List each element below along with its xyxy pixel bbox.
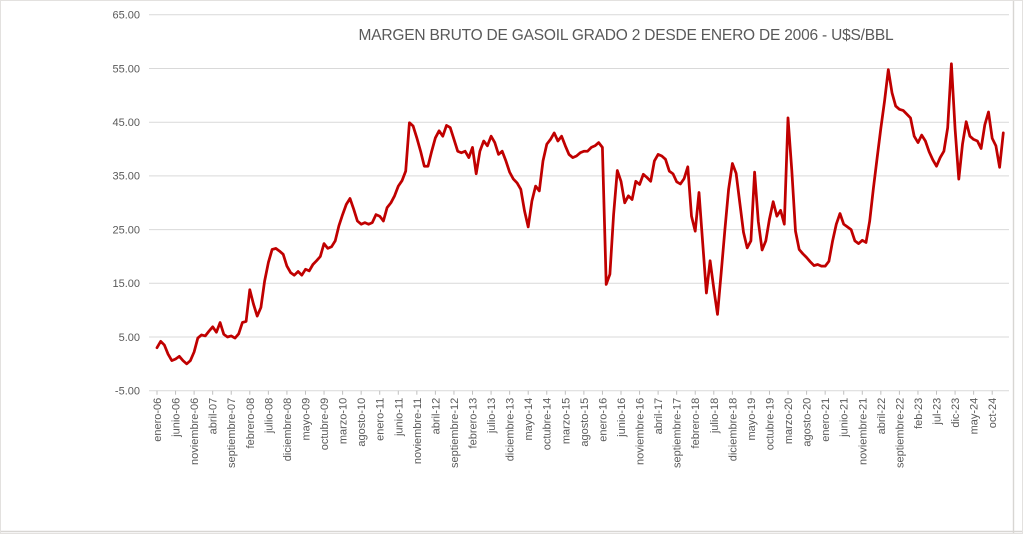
- x-axis-label: septiembre-12: [449, 398, 461, 468]
- x-axis-label: septiembre-07: [226, 398, 238, 468]
- x-axis-label: noviembre-16: [635, 398, 647, 465]
- y-axis-label: 5.00: [119, 332, 140, 344]
- x-axis-label: agosto-20: [802, 398, 814, 447]
- x-axis-label: noviembre-11: [412, 398, 424, 464]
- x-axis-label: octubre-14: [542, 398, 554, 451]
- x-axis-label: agosto-10: [356, 398, 368, 447]
- x-axis-label: enero-16: [597, 398, 609, 442]
- x-axis-label: julio-08: [263, 398, 275, 434]
- x-axis-label: diciembre-08: [282, 398, 294, 462]
- x-axis-label: mayo-14: [523, 398, 535, 441]
- x-axis-label: junio-21: [839, 398, 851, 438]
- x-axis-label: noviembre-06: [189, 398, 201, 465]
- x-axis-label: junio-16: [616, 398, 628, 438]
- x-axis-label: julio-18: [709, 398, 721, 434]
- x-axis-label: abril-12: [430, 398, 442, 435]
- x-axis-label: enero-11: [375, 398, 387, 441]
- y-axis-label: 25.00: [112, 224, 140, 236]
- x-axis-label: octubre-09: [319, 398, 331, 451]
- x-axis-label: diciembre-13: [505, 398, 517, 462]
- x-axis-label: marzo-10: [338, 398, 350, 444]
- y-axis-label: -5.00: [115, 386, 140, 398]
- y-axis-label: 35.00: [112, 171, 140, 183]
- x-axis-label: abril-22: [876, 398, 888, 435]
- x-axis-label: abril-07: [208, 398, 220, 435]
- x-axis-label: febrero-08: [245, 398, 257, 449]
- x-axis-label: oct-24: [987, 398, 999, 429]
- chart-title: MARGEN BRUTO DE GASOIL GRADO 2 DESDE ENE…: [358, 27, 894, 44]
- x-axis-label: febrero-13: [468, 398, 480, 449]
- x-axis-label: junio-11: [393, 398, 405, 437]
- x-axis-label: diciembre-18: [727, 398, 739, 462]
- y-axis-label: 55.00: [112, 63, 140, 75]
- x-axis-label: octubre-19: [764, 398, 776, 451]
- x-axis-label: septiembre-17: [672, 398, 684, 468]
- y-axis-label: 65.00: [112, 10, 140, 22]
- x-axis-label: marzo-20: [783, 398, 795, 444]
- x-axis-label: mayo-19: [746, 398, 758, 441]
- data-series-line[interactable]: [155, 62, 1005, 366]
- x-axis-label: dic-23: [950, 398, 962, 428]
- x-axis-label: jul-23: [932, 398, 944, 426]
- x-axis-label: abril-17: [653, 398, 665, 435]
- x-axis-label: noviembre-21: [857, 398, 869, 465]
- x-axis-label: enero-06: [152, 398, 164, 442]
- x-axis-label: junio-06: [171, 398, 183, 438]
- x-axis-label: febrero-18: [690, 398, 702, 449]
- x-axis-label: marzo-15: [560, 398, 572, 444]
- x-axis-label: enero-21: [820, 398, 832, 442]
- y-axis-label: 45.00: [112, 117, 140, 129]
- x-axis-label: feb-23: [913, 398, 925, 429]
- x-axis-label: agosto-15: [579, 398, 591, 447]
- x-axis-label: mayo-09: [300, 398, 312, 441]
- x-axis-label: septiembre-22: [894, 398, 906, 468]
- x-axis-label: may-24: [969, 398, 981, 435]
- y-axis-label: 15.00: [112, 278, 140, 290]
- x-axis-label: julio-13: [486, 398, 498, 434]
